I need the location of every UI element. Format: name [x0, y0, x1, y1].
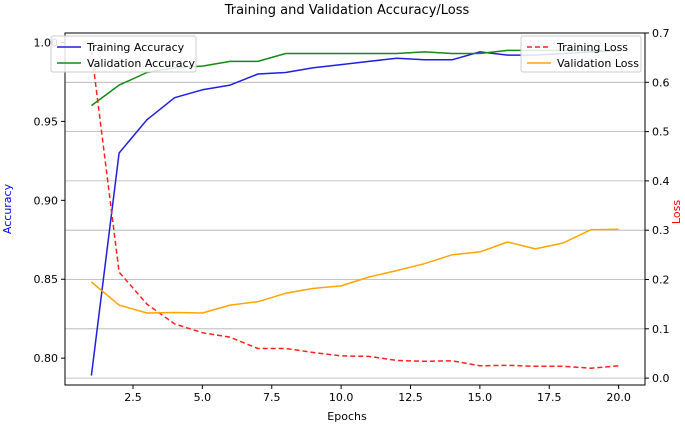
legend-right: Training Loss Validation Loss — [520, 35, 642, 73]
y-left-tick-label: 0.90 — [34, 194, 59, 207]
legend-label-validation-loss: Validation Loss — [557, 57, 639, 70]
series-line-validation-loss — [90, 228, 619, 314]
legend-left: Training Accuracy Validation Accuracy — [50, 35, 197, 73]
x-tick-label: 2.5 — [124, 391, 142, 404]
x-tick-label: 17.5 — [537, 391, 562, 404]
series-line-training-loss — [90, 50, 619, 369]
y-right-tick-label: 0.6 — [652, 76, 670, 89]
y-right-tick-label: 0.7 — [652, 27, 670, 40]
y-left-tick-label: 0.85 — [34, 273, 59, 286]
y-axis-left-label: Accuracy — [1, 183, 14, 234]
series-layer — [90, 49, 619, 376]
y-right-tick-label: 0.5 — [652, 126, 670, 139]
x-tick-label: 10.0 — [329, 391, 354, 404]
y-left-tick-label: 0.80 — [34, 352, 59, 365]
x-tick-label: 5.0 — [194, 391, 212, 404]
y-left-tick-label: 0.95 — [34, 115, 59, 128]
y-right-tick-label: 0.3 — [652, 224, 670, 237]
legend-label-validation-accuracy: Validation Accuracy — [87, 57, 196, 70]
y-right-tick-label: 0.4 — [652, 175, 670, 188]
x-tick-label: 12.5 — [398, 391, 423, 404]
x-axis-label: Epochs — [327, 410, 367, 423]
x-tick-label: 7.5 — [263, 391, 281, 404]
chart-title: Training and Validation Accuracy/Loss — [224, 3, 470, 18]
series-line-training-accuracy — [90, 49, 619, 376]
grid-lines — [65, 32, 645, 379]
y-right-tick-label: 0.2 — [652, 273, 670, 286]
axis-layer: 2.5 5.0 7.5 10.0 12.5 15.0 17.5 20.0 0.80 0.85 0.9… — [34, 27, 670, 404]
y-right-tick-label: 0.0 — [652, 372, 670, 385]
legend-label-training-loss: Training Loss — [556, 41, 628, 54]
legend-label-training-accuracy: Training Accuracy — [86, 41, 185, 54]
x-tick-label: 15.0 — [468, 391, 493, 404]
legend-left-box — [50, 35, 197, 73]
plot-frame — [64, 32, 646, 386]
x-tick-label: 20.0 — [606, 391, 631, 404]
y-right-tick-label: 0.1 — [652, 323, 670, 336]
y-axis-right-label: Loss — [670, 200, 683, 224]
